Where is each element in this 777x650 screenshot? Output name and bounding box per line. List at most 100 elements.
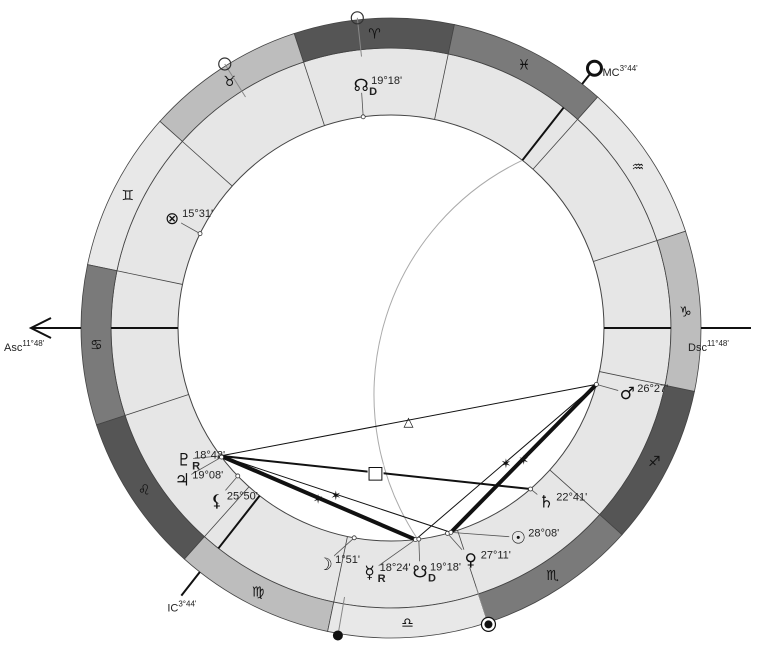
aspect-trine-icon: △ [404, 415, 414, 430]
aspect-line-sextile [220, 455, 452, 533]
scorpio-glyph-icon: ♏ [546, 568, 559, 584]
part-of-fortune-glyph-icon: ⊗ [165, 209, 179, 229]
taurus-glyph-icon: ♉ [223, 74, 236, 90]
ic-degree: 3°44' [178, 600, 197, 609]
outer-marker-circle-icon [350, 11, 364, 25]
north-node-degree-label: 19°18' [371, 75, 402, 87]
sun-glyph-bg [509, 527, 528, 546]
sun-glyph-icon: ☉ [511, 528, 526, 548]
ic-axis-outer-line [180, 571, 201, 597]
capricorn-glyph-icon: ♑ [679, 305, 692, 321]
mars-glyph-bg [618, 383, 637, 402]
mars-point [594, 381, 599, 387]
venus-degree-label: 27°11' [481, 550, 511, 562]
mercury-glyph-icon: ☿ [364, 563, 374, 583]
aries-glyph-icon: ♈ [368, 26, 381, 42]
moon-degree-label: 1°51' [335, 554, 360, 566]
saturn-glyph-icon: ♄ [539, 493, 554, 513]
sign-boundary-line [599, 371, 666, 386]
saturn-degree-label: 22°41' [556, 492, 587, 504]
sagittarius-glyph-icon: ♐ [648, 454, 661, 470]
sign-boundary-line [116, 270, 183, 285]
cancer-glyph-icon: ♋ [90, 337, 103, 353]
mc-degree: 3°44' [620, 64, 639, 73]
mc-name: MC [602, 67, 619, 79]
outer-marker-circle-icon [218, 57, 232, 71]
aspect-sextile-icon: ✶ [330, 489, 341, 504]
part-of-fortune-degree-label: 15°31' [182, 208, 213, 220]
moon-point [351, 535, 357, 541]
sign-segment-pisces [447, 24, 599, 120]
north-node-motion-flag: D [369, 86, 377, 98]
outer-marker-dot-icon [332, 630, 343, 641]
sun-degree-label: 28°08' [528, 527, 559, 539]
gray-arc [373, 159, 523, 540]
dsc-degree: 11°48' [707, 339, 729, 348]
jupiter-glyph-bg [173, 469, 192, 488]
pisces-glyph-icon: ♓ [518, 58, 531, 74]
mc-label: MC3°44' [602, 64, 638, 79]
pluto-degree-label: 18°42' [194, 449, 225, 461]
aspect-symbol-bg [367, 464, 384, 481]
jupiter-point [219, 454, 224, 460]
asc-label: Asc11°48' [4, 339, 45, 354]
south-node-point [416, 536, 422, 542]
sign-boundary-line [333, 536, 348, 603]
sign-boundary-line [549, 469, 600, 515]
mc-circle-icon [585, 59, 603, 77]
north-node-point [360, 114, 366, 120]
dsc-label: Dsc11°48' [688, 339, 729, 354]
moon-glyph-icon: ☽ [317, 555, 332, 575]
leo-glyph-icon: ♌ [138, 483, 151, 499]
ic-label: IC3°44' [167, 600, 197, 615]
gemini-glyph-icon: ♊ [121, 188, 134, 204]
aspect-line-trine [220, 383, 597, 457]
pluto-glyph-bg [175, 449, 194, 468]
inner-circle [177, 114, 605, 542]
ic-name: IC [167, 603, 178, 615]
lilith-degree-label: 25°50' [227, 490, 258, 502]
lilith-glyph-icon: ⚸ [211, 491, 223, 511]
aspect-square-icon: □ [367, 462, 384, 483]
mc-axis-line [521, 106, 565, 161]
part-of-fortune-glyph-bg [163, 207, 182, 226]
moon-glyph-bg [316, 553, 335, 572]
ic-axis-line [217, 495, 261, 550]
virgo-glyph-icon: ♍ [252, 584, 265, 600]
jupiter-degree-label: 19°08' [192, 470, 223, 482]
pluto-motion-flag: R [192, 460, 200, 472]
sign-boundary-line [182, 141, 233, 187]
south-node-motion-flag: D [428, 572, 436, 584]
south-node-degree-label: 19°18' [430, 561, 461, 573]
saturn-glyph-bg [537, 491, 556, 510]
libra-glyph-icon: ♎ [401, 616, 414, 632]
aquarius-glyph-icon: ♒ [632, 159, 645, 175]
saturn-point [528, 486, 533, 492]
aspect-sextile-icon: ✶ [518, 453, 529, 468]
north-node-glyph-bg [352, 74, 371, 93]
mars-degree-label: 26°27' [637, 383, 668, 395]
north-node-glyph-icon: ☊ [354, 76, 369, 96]
south-node-glyph-icon: ☋ [412, 562, 427, 582]
outer-marker-line [337, 596, 346, 636]
asc-name: Asc [4, 342, 23, 354]
mercury-degree-label: 18°24' [380, 562, 411, 574]
lilith-glyph-bg [207, 490, 226, 509]
sign-boundary-line [204, 486, 250, 537]
aspect-line-sextile [219, 454, 417, 542]
sign-boundary-line [532, 119, 578, 170]
sign-boundary-line [124, 394, 189, 416]
mercury-motion-flag: R [378, 573, 386, 585]
mercury-glyph-bg [360, 562, 379, 581]
asc-degree: 11°48' [22, 339, 44, 348]
lilith-point [235, 473, 241, 479]
sign-boundary-line [593, 240, 658, 262]
sign-boundary-line [434, 53, 449, 120]
sign-boundary-line [303, 61, 325, 126]
outer-marker-bullseye-center [484, 620, 493, 629]
jupiter-glyph-icon: ♃ [175, 471, 190, 491]
dsc-name: Dsc [688, 342, 707, 354]
pluto-glyph-icon: ♇ [177, 450, 192, 470]
sun-point [448, 530, 454, 535]
